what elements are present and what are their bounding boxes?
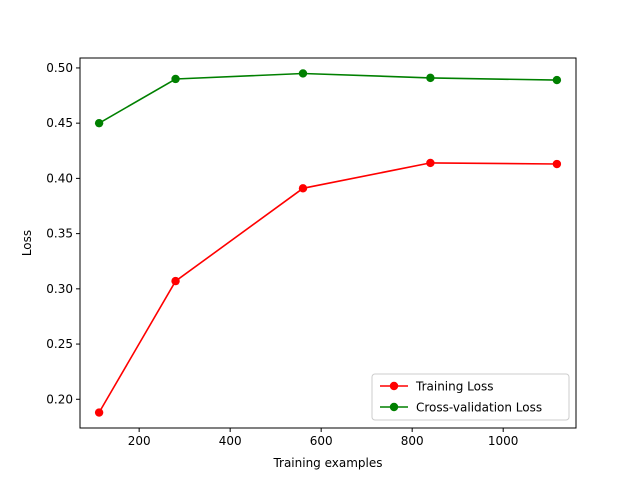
- x-tick-label: 1000: [488, 434, 519, 448]
- series-layer: [94, 69, 562, 417]
- y-tick-label: 0.20: [46, 392, 73, 406]
- y-tick-label: 0.25: [46, 337, 73, 351]
- y-tick-label: 0.35: [46, 227, 73, 241]
- y-axis-label: Loss: [20, 230, 34, 256]
- x-tick-label: 800: [401, 434, 424, 448]
- series-2-point: [552, 75, 562, 85]
- series-1-point: [298, 184, 308, 193]
- y-tick-label: 0.40: [46, 171, 73, 185]
- plot-frame: [79, 57, 577, 429]
- y-tick-label: 0.50: [46, 61, 73, 75]
- legend-label: Cross-validation Loss: [416, 401, 542, 415]
- legend: Training Loss Cross-validation Loss: [371, 373, 570, 421]
- legend-swatch-marker: [389, 381, 399, 391]
- legend-swatch-marker: [389, 402, 399, 412]
- legend-box: [371, 373, 570, 421]
- tick-layer: 200 400 600 800 1000 0.20 0.25 0.30 0.35 0.40 0.45…: [46, 61, 518, 448]
- series-1-point: [171, 276, 180, 286]
- x-tick-label: 600: [310, 434, 333, 448]
- series-1-point: [94, 408, 104, 417]
- series-1-point: [552, 159, 562, 169]
- y-tick-label: 0.30: [46, 282, 73, 296]
- legend-label: Training Loss: [415, 380, 493, 394]
- series-2-point: [426, 73, 435, 83]
- series-1-point: [426, 158, 435, 168]
- y-tick-label: 0.45: [46, 116, 73, 130]
- series-2-point: [298, 69, 308, 78]
- x-tick-label: 200: [128, 434, 151, 448]
- series-2-point: [171, 74, 180, 84]
- x-tick-label: 400: [219, 434, 242, 448]
- x-axis-label: Training examples: [272, 456, 382, 470]
- series-2-point: [94, 118, 104, 128]
